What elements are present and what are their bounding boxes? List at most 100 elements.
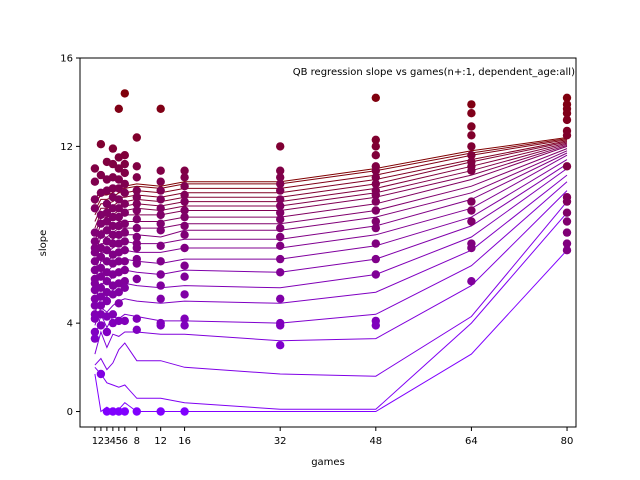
y-tick-label: 16 [60,54,73,65]
data-point [114,164,124,173]
data-point [276,223,285,233]
data-point [156,177,165,186]
data-point [114,212,124,222]
data-point [562,93,572,103]
data-point [156,166,165,175]
data-point [114,257,124,266]
data-point [276,195,285,204]
data-point [96,321,106,330]
data-point [102,208,112,217]
data-point [132,186,141,195]
data-point [96,283,106,292]
data-point [96,272,106,281]
fit-line [94,201,568,377]
data-point [156,104,165,114]
data-point [120,151,129,160]
data-point [156,241,165,250]
data-point [90,301,100,310]
data-point [180,173,189,182]
data-point [562,131,572,140]
chart-title: QB regression slope vs games(n+:1, depen… [293,67,575,78]
data-point [180,314,189,323]
data-point [562,109,572,118]
data-point [132,325,141,334]
data-point [562,115,572,125]
data-point [96,369,106,379]
y-tick-label: 0 [67,407,73,418]
data-point [114,104,124,114]
data-point [132,206,141,215]
data-point [276,241,285,250]
data-point [467,142,476,151]
data-point [276,268,285,277]
data-point [562,246,572,255]
data-point [114,175,124,184]
data-point [120,168,129,178]
data-point [180,206,189,215]
data-point [90,237,100,246]
data-point [120,407,129,416]
x-tick-label: 1 [92,436,98,447]
data-point [114,195,124,204]
data-point [120,277,129,286]
fit-line [94,249,568,413]
data-point [120,246,129,255]
data-point [371,223,380,233]
data-point [371,142,380,151]
data-point [467,122,476,131]
data-point [371,151,380,160]
data-point [562,239,572,248]
y-axis-label: slope [38,230,49,257]
data-point [120,89,129,98]
data-point [102,226,112,235]
data-point [180,182,189,191]
data-point [108,212,118,222]
data-point [132,162,141,171]
data-point [120,179,129,189]
data-point [96,252,106,262]
data-point [90,164,100,173]
data-point [467,243,476,253]
x-tick-label: 48 [369,436,382,447]
data-point [90,334,100,343]
fit-lines [94,137,568,413]
data-point [156,294,165,303]
x-tick-label: 6 [122,436,128,447]
data-point [467,109,476,118]
data-point [371,197,380,206]
data-point [120,257,129,266]
y-axis-ticks: 0 4 12 16 [60,54,80,418]
data-point [132,173,141,182]
data-point [132,232,141,242]
data-point [90,257,100,266]
data-point [156,281,165,290]
data-point [156,321,165,330]
data-point [276,186,285,195]
data-point [102,296,112,306]
data-point [108,407,118,416]
x-tick-label: 64 [465,436,478,447]
x-tick-label: 8 [134,436,140,447]
data-point [562,217,572,226]
data-point [120,219,129,228]
fit-line [94,159,568,291]
data-point [108,204,118,213]
data-point [120,316,129,326]
data-point [276,142,285,151]
data-point [96,292,106,301]
fit-line [94,190,568,355]
data-point [371,321,380,330]
data-point [102,327,112,337]
data-point [156,186,165,195]
data-point [467,151,476,160]
data-point [102,246,112,255]
data-point [132,407,141,416]
data-point [276,215,285,224]
data-point [114,288,124,297]
data-point [276,208,285,217]
data-point [156,204,165,213]
data-point [180,166,189,175]
data-point [132,215,141,224]
data-point [562,197,572,206]
data-point [156,226,165,235]
